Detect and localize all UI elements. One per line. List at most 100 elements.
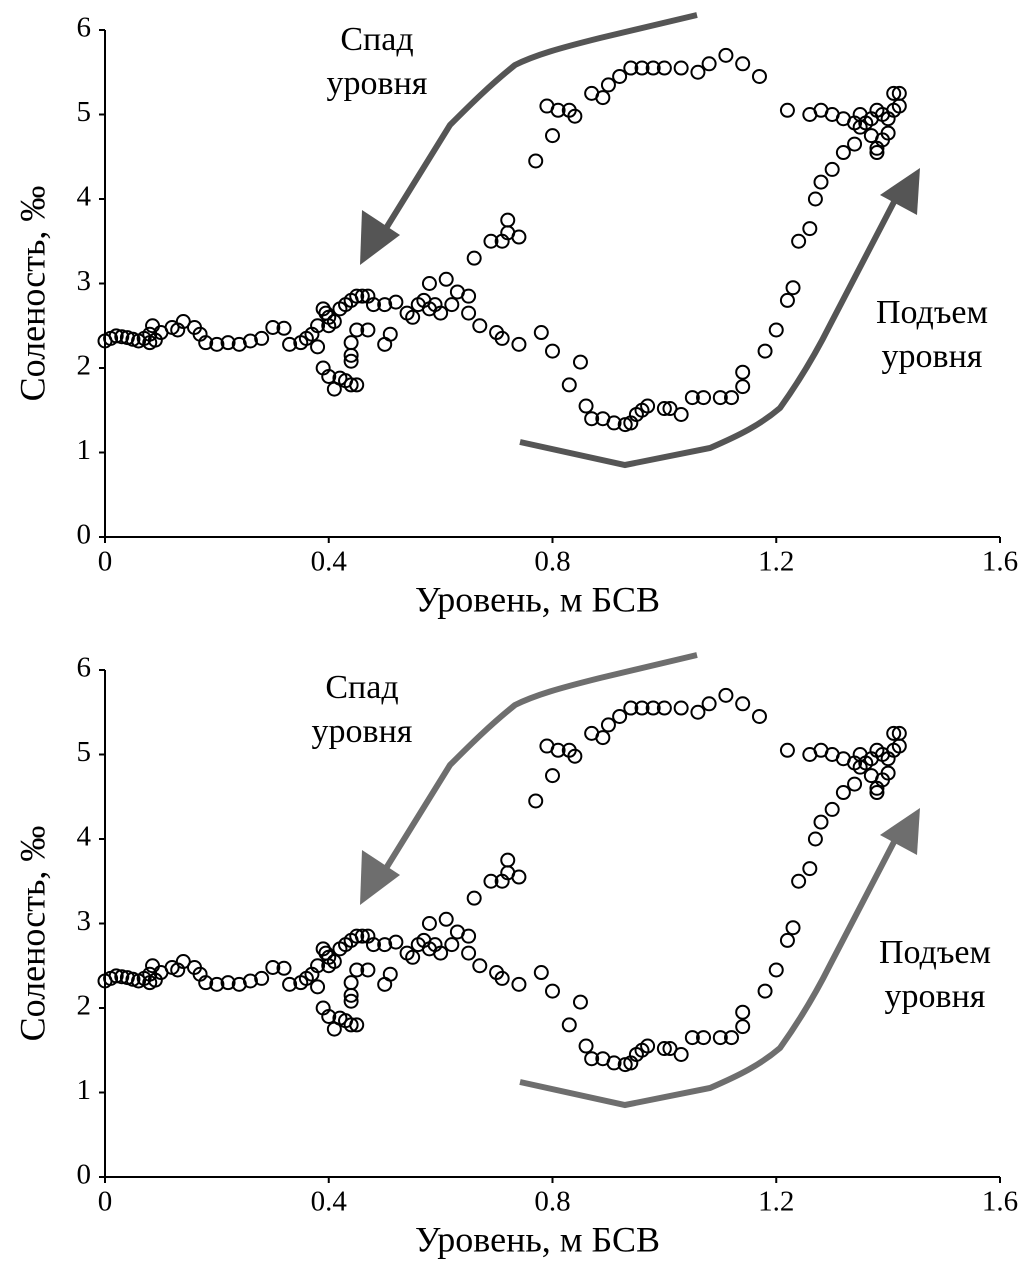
- data-point: [388, 294, 404, 310]
- data-point: [539, 738, 555, 754]
- data-point: [645, 700, 661, 716]
- annotation: уровня: [327, 65, 428, 102]
- annotation: уровня: [312, 713, 413, 750]
- data-point: [645, 60, 661, 76]
- data-point: [886, 725, 902, 741]
- data-point: [220, 335, 236, 351]
- x-tick-label: 1.6: [982, 546, 1018, 578]
- arrow-decline: [382, 12, 698, 232]
- y-tick-label: 3: [77, 905, 92, 937]
- data-point: [891, 725, 907, 741]
- data-point: [242, 973, 258, 989]
- data-point: [388, 934, 404, 950]
- y-tick-label: 2: [77, 350, 92, 382]
- data-point: [824, 161, 840, 177]
- data-point: [466, 250, 482, 266]
- annotation: Спад: [325, 669, 398, 706]
- data-point: [701, 56, 717, 72]
- data-point: [421, 276, 437, 291]
- data-point: [768, 322, 784, 338]
- data-point: [835, 785, 851, 801]
- data-point: [606, 1055, 622, 1071]
- data-point: [145, 318, 161, 334]
- data-point: [349, 322, 365, 338]
- x-tick-label: 0.4: [311, 546, 348, 578]
- data-point: [835, 145, 851, 161]
- data-point: [656, 700, 672, 716]
- data-point: [724, 1030, 739, 1046]
- data-point: [561, 742, 577, 758]
- data-point: [684, 1030, 700, 1046]
- data-point: [528, 153, 544, 169]
- data-point: [735, 56, 751, 72]
- data-point: [343, 987, 359, 1003]
- data-point: [494, 330, 510, 346]
- data-point: [891, 85, 907, 101]
- data-point: [114, 969, 130, 985]
- data-point: [623, 700, 639, 716]
- data-point: [690, 64, 706, 80]
- data-point: [433, 305, 449, 321]
- data-point: [354, 288, 370, 304]
- data-point: [382, 326, 398, 342]
- data-point: [461, 305, 477, 321]
- chart: 0 1 2 3 4 5 6 0 0.4 0.8 1.2 1.6 Уровень, м БСВ Солено…: [12, 12, 1018, 620]
- data-point: [779, 102, 795, 118]
- data-point: [751, 68, 767, 84]
- y-tick-label: 0: [77, 519, 92, 551]
- data-point: [824, 801, 840, 817]
- data-point: [718, 47, 734, 63]
- data-point: [673, 406, 689, 422]
- data-point: [561, 377, 577, 393]
- data-point: [791, 233, 807, 249]
- x-tick-label: 0: [98, 1186, 113, 1218]
- data-point: [802, 107, 818, 122]
- data-point: [500, 212, 516, 228]
- data-point: [360, 962, 376, 978]
- data-point: [724, 390, 739, 406]
- data-point: [500, 852, 516, 868]
- y-tick-label: 6: [77, 652, 92, 684]
- data-point: [326, 954, 342, 970]
- annotation: Спад: [340, 21, 413, 58]
- data-point: [813, 174, 829, 190]
- data-point: [360, 322, 376, 338]
- data-point: [779, 742, 795, 758]
- data-point: [265, 319, 281, 335]
- data-point: [343, 993, 359, 1009]
- data-point: [701, 696, 717, 712]
- data-point: [684, 390, 700, 406]
- data-point: [343, 335, 359, 351]
- annotation: Подъем: [879, 934, 991, 971]
- data-point: [545, 128, 560, 144]
- data-point: [354, 928, 370, 944]
- data-point: [108, 328, 124, 344]
- data-point: [343, 353, 359, 369]
- data-point: [254, 330, 270, 346]
- data-point: [198, 975, 214, 991]
- data-point: [662, 401, 678, 417]
- arrow-decline: [382, 652, 698, 872]
- x-tick-label: 0.8: [534, 546, 570, 578]
- data-point: [349, 1017, 365, 1033]
- y-tick-label: 5: [77, 96, 92, 128]
- data-point: [198, 335, 214, 351]
- data-point: [656, 1041, 672, 1057]
- data-point: [634, 60, 650, 76]
- data-point: [712, 390, 728, 406]
- data-point: [382, 966, 398, 982]
- y-tick-label: 3: [77, 265, 92, 297]
- data-point: [600, 77, 616, 93]
- data-point: [461, 928, 477, 944]
- y-tick-label: 4: [77, 821, 92, 853]
- y-tick-label: 4: [77, 181, 92, 213]
- data-point: [735, 379, 751, 395]
- data-point: [640, 398, 656, 414]
- x-tick-label: 0.8: [534, 1186, 570, 1218]
- data-point: [735, 364, 751, 380]
- data-point: [612, 68, 628, 84]
- data-point: [175, 314, 191, 330]
- y-tick-label: 0: [77, 1159, 92, 1191]
- data-point: [461, 945, 477, 961]
